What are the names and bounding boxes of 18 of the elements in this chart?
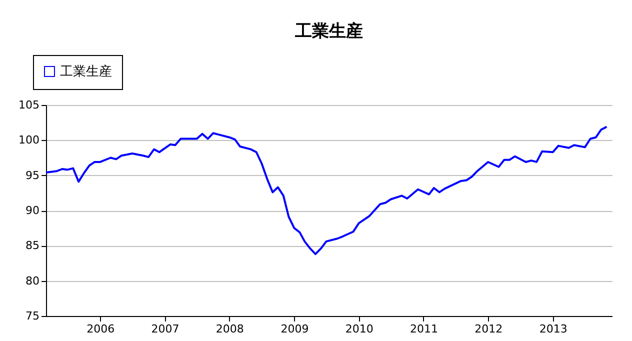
y-tick-label: 90 [26,204,40,217]
x-tick-label: 2011 [410,322,438,336]
x-tick-label: 2013 [539,322,568,336]
y-tick-label: 100 [18,134,40,147]
x-tick-label: 2006 [86,322,115,336]
x-tick-label: 2008 [216,322,244,336]
y-tick-label: 105 [18,98,40,112]
line-series [45,126,608,256]
y-tick-label: 80 [26,274,40,288]
x-tick-label: 2007 [151,322,180,336]
chart-title: 工業生産 [294,22,363,42]
y-tick-label: 95 [26,168,40,182]
y-tick-label: 85 [26,239,40,252]
x-tick-label: 2010 [345,322,374,336]
y-tick-label: 75 [26,310,40,322]
x-tick-label: 2009 [280,322,309,336]
legend-label: 工業生産 [60,64,112,80]
x-tick-label: 2012 [474,322,503,336]
